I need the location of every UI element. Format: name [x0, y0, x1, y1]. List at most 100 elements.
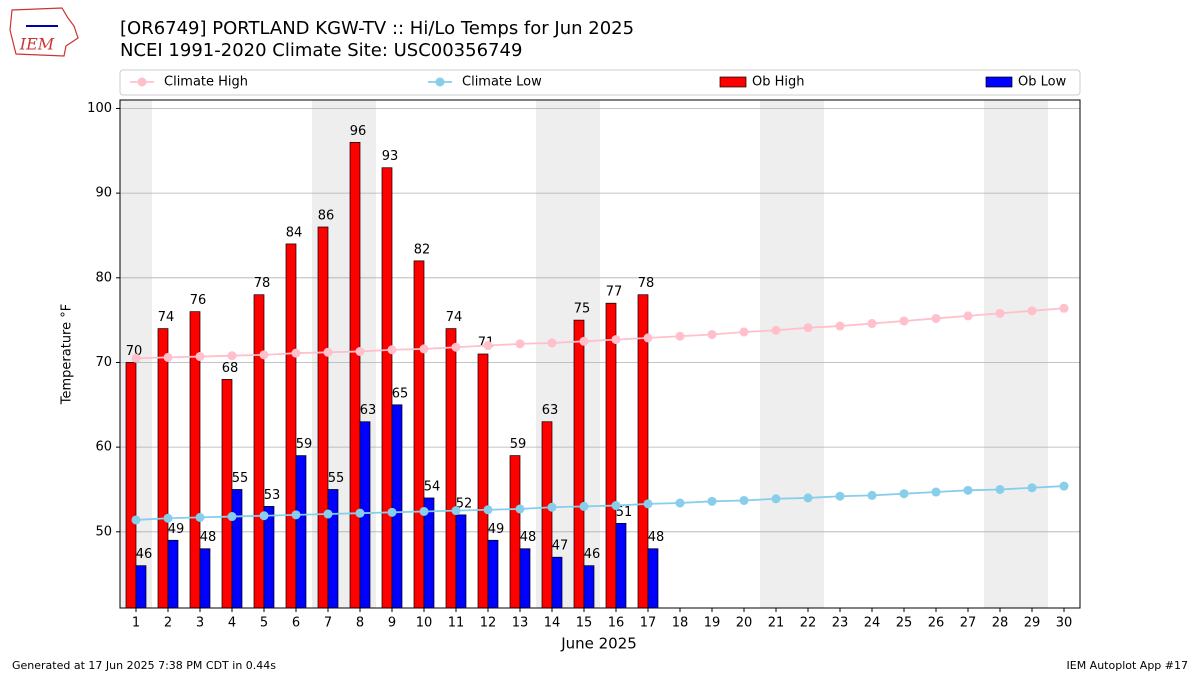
point — [163, 352, 173, 362]
bar — [317, 226, 329, 609]
value-label: 55 — [328, 471, 345, 486]
bar — [605, 302, 617, 609]
point — [483, 505, 493, 515]
point — [835, 491, 845, 501]
legend-swatch — [719, 76, 747, 88]
point — [835, 321, 845, 331]
weekend-shade — [1016, 100, 1048, 608]
bar — [349, 141, 361, 609]
y-tick-label: 50 — [95, 524, 112, 539]
value-label: 74 — [446, 310, 463, 325]
value-label: 86 — [318, 209, 335, 224]
bar — [327, 489, 339, 609]
legend-label: Ob High — [752, 75, 805, 90]
x-axis-label: June 2025 — [560, 635, 637, 653]
point — [707, 496, 717, 506]
point — [899, 316, 909, 326]
point — [803, 493, 813, 503]
value-label: 63 — [542, 403, 559, 418]
bar — [125, 362, 137, 609]
value-label: 76 — [190, 293, 207, 308]
value-label: 51 — [616, 505, 633, 520]
x-tick-label: 10 — [416, 616, 433, 631]
x-tick-label: 2 — [164, 616, 172, 631]
point — [323, 509, 333, 519]
x-tick-label: 4 — [228, 616, 236, 631]
x-tick-label: 11 — [448, 616, 465, 631]
x-tick-label: 22 — [800, 616, 817, 631]
bar — [519, 548, 531, 609]
x-tick-label: 6 — [292, 616, 300, 631]
x-tick-label: 7 — [324, 616, 332, 631]
weekend-shade — [760, 100, 792, 608]
bar — [157, 328, 169, 609]
point — [611, 335, 621, 345]
bar — [541, 421, 553, 609]
point — [643, 333, 653, 343]
point — [867, 490, 877, 500]
bar — [573, 319, 585, 609]
value-label: 52 — [456, 496, 473, 511]
point — [1059, 303, 1069, 313]
x-tick-label: 29 — [1024, 616, 1041, 631]
point — [739, 495, 749, 505]
point — [867, 319, 877, 329]
x-tick-label: 26 — [928, 616, 945, 631]
y-tick-label: 100 — [87, 101, 112, 116]
x-tick-label: 5 — [260, 616, 268, 631]
x-tick-label: 14 — [544, 616, 561, 631]
point — [707, 330, 717, 340]
footer-right: IEM Autoplot App #17 — [1067, 659, 1189, 672]
point — [355, 346, 365, 356]
y-tick-label: 80 — [95, 270, 112, 285]
point — [1059, 481, 1069, 491]
value-label: 53 — [264, 488, 281, 503]
x-tick-label: 13 — [512, 616, 529, 631]
point — [739, 327, 749, 337]
point — [803, 323, 813, 333]
bar — [253, 294, 265, 609]
point — [131, 515, 141, 525]
value-label: 55 — [232, 471, 249, 486]
plot-frame — [119, 99, 1081, 609]
bar — [477, 353, 489, 609]
point — [483, 341, 493, 351]
point — [259, 511, 269, 521]
x-tick-label: 17 — [640, 616, 657, 631]
point — [451, 342, 461, 352]
value-label: 46 — [584, 547, 601, 562]
point — [515, 504, 525, 514]
legend — [119, 69, 1081, 96]
bar — [455, 514, 467, 609]
point — [163, 513, 173, 523]
logo-text: IEM — [19, 35, 55, 54]
value-label: 68 — [222, 361, 239, 376]
value-label: 48 — [648, 530, 665, 545]
point — [419, 344, 429, 354]
bar — [263, 506, 275, 609]
value-label: 78 — [254, 276, 271, 291]
x-tick-label: 27 — [960, 616, 977, 631]
x-tick-label: 15 — [576, 616, 593, 631]
y-tick-label: 70 — [95, 355, 112, 370]
point — [963, 485, 973, 495]
bar — [221, 379, 233, 609]
weekend-shade — [792, 100, 824, 608]
point — [387, 345, 397, 355]
legend-swatch — [985, 76, 1013, 88]
bar — [445, 328, 457, 609]
point — [963, 311, 973, 321]
x-tick-label: 28 — [992, 616, 1009, 631]
legend-marker — [137, 77, 147, 87]
x-tick-label: 16 — [608, 616, 625, 631]
point — [195, 512, 205, 522]
bar — [551, 556, 563, 609]
bar — [615, 522, 627, 609]
point — [1027, 306, 1037, 316]
value-label: 93 — [382, 149, 399, 164]
x-tick-label: 1 — [132, 616, 140, 631]
x-tick-label: 25 — [896, 616, 913, 631]
x-tick-label: 18 — [672, 616, 689, 631]
legend-label: Climate Low — [462, 75, 542, 90]
point — [931, 313, 941, 323]
